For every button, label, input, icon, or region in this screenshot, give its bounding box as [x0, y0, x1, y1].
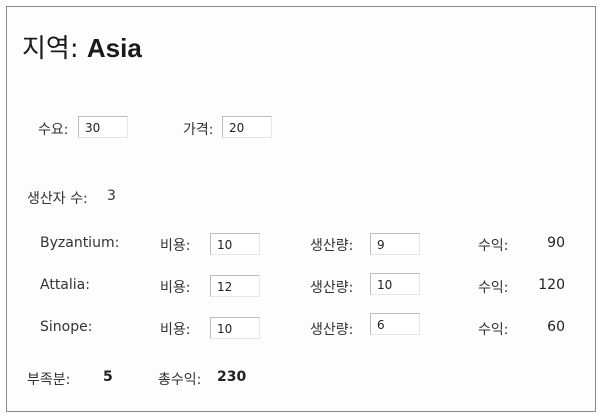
- demand-label: 수요:: [38, 122, 69, 138]
- producer-count-value: 3: [107, 188, 116, 204]
- cost-label: 비용:: [160, 280, 191, 296]
- price-input[interactable]: 20: [222, 116, 272, 138]
- cost-input[interactable]: 10: [210, 317, 260, 339]
- shortage-value: 5: [103, 369, 113, 385]
- production-label: 생산량:: [310, 322, 354, 338]
- profit-label: 수익:: [478, 280, 509, 296]
- region-panel: [6, 6, 596, 412]
- profit-value: 60: [547, 319, 565, 335]
- profit-label: 수익:: [478, 238, 509, 254]
- production-label: 생산량:: [310, 238, 354, 254]
- profit-value: 90: [547, 235, 565, 251]
- demand-input[interactable]: 30: [78, 116, 128, 138]
- production-input[interactable]: 9: [370, 233, 420, 255]
- producer-name: Attalia:: [40, 277, 90, 293]
- cost-input[interactable]: 10: [210, 233, 260, 255]
- producer-name: Byzantium:: [40, 235, 120, 251]
- production-label: 생산량:: [310, 280, 354, 296]
- shortage-label: 부족분:: [27, 372, 71, 388]
- producer-name: Sinope:: [40, 319, 93, 335]
- profit-label: 수익:: [478, 322, 509, 338]
- title-prefix: 지역:: [22, 34, 79, 64]
- producer-count-label: 생산자 수:: [27, 191, 88, 207]
- production-input[interactable]: 10: [370, 273, 420, 295]
- region-name: Asia: [86, 33, 142, 63]
- production-input[interactable]: 6: [370, 313, 420, 335]
- cost-input[interactable]: 12: [210, 275, 260, 297]
- page-title: 지역: Asia: [22, 28, 142, 65]
- profit-value: 120: [538, 277, 565, 293]
- total-profit-label: 총수익:: [158, 372, 202, 388]
- total-profit-value: 230: [217, 369, 247, 385]
- cost-label: 비용:: [160, 322, 191, 338]
- cost-label: 비용:: [160, 238, 191, 254]
- price-label: 가격:: [183, 122, 214, 138]
